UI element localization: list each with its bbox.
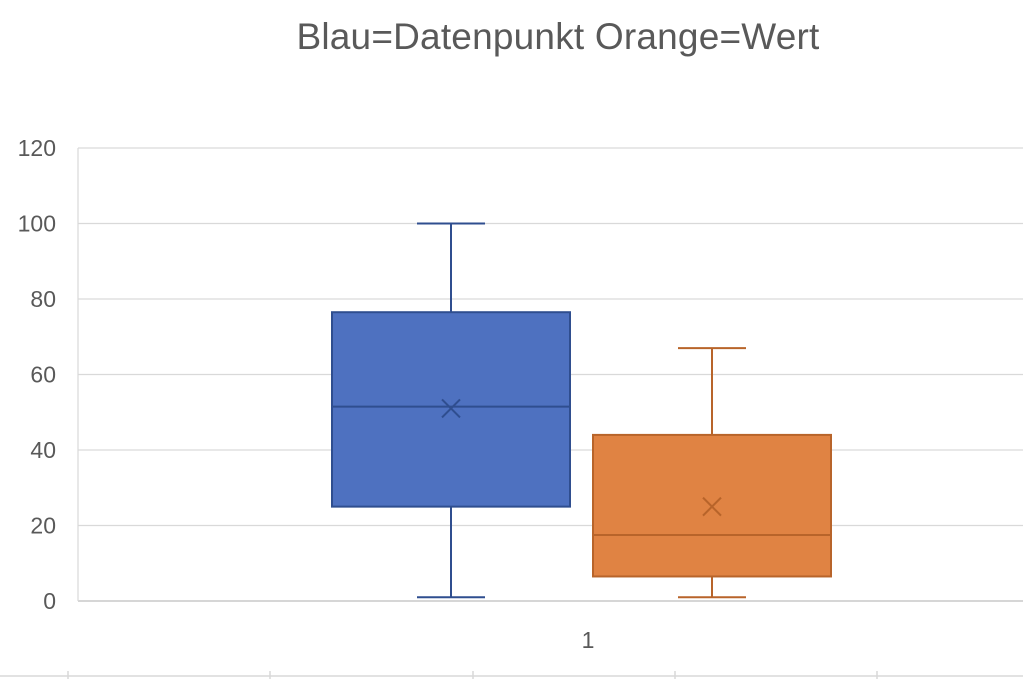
box-series xyxy=(331,222,832,599)
mean-marker xyxy=(441,398,461,419)
mean-marker xyxy=(702,496,722,517)
tick-labels: 0 20 40 60 80 100 120 1 xyxy=(18,135,595,653)
axes xyxy=(0,148,1023,679)
y-tick-label: 120 xyxy=(18,135,56,161)
y-tick-label: 40 xyxy=(30,437,56,463)
box-series-1 xyxy=(331,222,571,599)
x-tick-label: 1 xyxy=(582,627,595,653)
chart-title: Blau=Datenpunkt Orange=Wert xyxy=(296,16,820,57)
y-tick-label: 0 xyxy=(43,588,56,614)
y-tick-label: 80 xyxy=(30,286,56,312)
y-tick-label: 100 xyxy=(18,211,56,237)
box-series-2 xyxy=(592,347,832,599)
y-tick-label: 60 xyxy=(30,362,56,388)
y-tick-label: 20 xyxy=(30,513,56,539)
